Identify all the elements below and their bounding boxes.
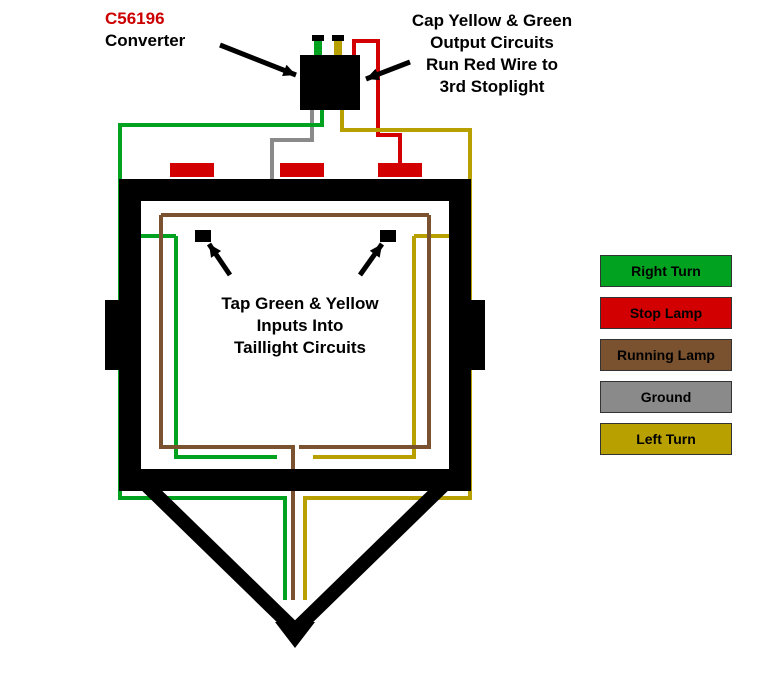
diagram-root: C56196 Converter Cap Yellow & Green Outp…: [0, 0, 768, 680]
legend-right-turn: Right Turn: [600, 255, 732, 287]
part-number: C56196: [105, 9, 165, 28]
taillight-note: Tap Green & Yellow Inputs Into Taillight…: [195, 293, 405, 359]
legend-ground: Ground: [600, 381, 732, 413]
converter-text: Converter: [105, 31, 185, 50]
legend-stop-lamp: Stop Lamp: [600, 297, 732, 329]
output-note: Cap Yellow & Green Output Circuits Run R…: [392, 10, 592, 98]
legend-running-lamp: Running Lamp: [600, 339, 732, 371]
legend-left-turn: Left Turn: [600, 423, 732, 455]
converter-label: C56196 Converter: [105, 8, 185, 52]
